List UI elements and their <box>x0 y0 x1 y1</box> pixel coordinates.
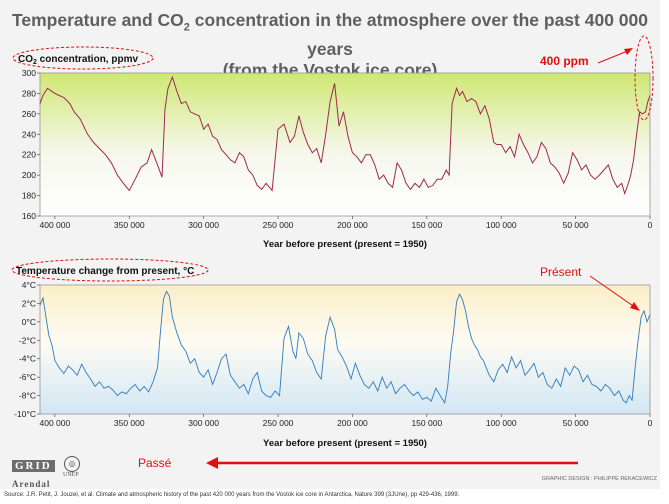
present-label: Présent <box>540 265 582 279</box>
temp-xtick-label: 50 000 <box>563 418 589 428</box>
source-citation: Source: J.R. Petit, J. Jouzel, et al. Cl… <box>0 489 669 501</box>
co2-ytick-label: 180 <box>22 191 36 201</box>
temp-xtick-label: 400 000 <box>40 418 71 428</box>
temp-xtick-label: 200 000 <box>337 418 368 428</box>
logo-grid-text: GRID <box>12 460 55 472</box>
co2-xtick-label: 100 000 <box>486 220 517 230</box>
temp-xtick-label: 100 000 <box>486 418 517 428</box>
title-line1-post: concentration in the atmosphere over the… <box>189 10 648 59</box>
temp-ytick-label: 4°C <box>22 280 36 290</box>
temp-ytick-label: -4°C <box>19 354 36 364</box>
temp-ytick-label: -8°C <box>19 391 36 401</box>
ppm400-arrowhead <box>624 48 633 55</box>
temp-ytick-label: -6°C <box>19 372 36 382</box>
co2-ytick-label: 160 <box>22 211 36 221</box>
co2-ytick-label: 300 <box>22 68 36 78</box>
temp-xtick-label: 250 000 <box>263 418 294 428</box>
past-label: Passé <box>138 456 172 470</box>
co2-series-line <box>39 75 651 196</box>
co2-xtick-label: 200 000 <box>337 220 368 230</box>
temp-xtick-label: 350 000 <box>114 418 145 428</box>
co2-ytick-label: 200 <box>22 170 36 180</box>
ppm400-arrow <box>597 49 631 64</box>
present-co2-ellipse <box>634 35 654 121</box>
temp-label-ellipse <box>11 258 209 282</box>
co2-xtick-label: 400 000 <box>40 220 71 230</box>
co2-ytick-label: 280 <box>22 88 36 98</box>
co2-xtick-label: 250 000 <box>263 220 294 230</box>
co2-label-ellipse <box>12 46 154 70</box>
title-line1-sub: 2 <box>183 21 190 34</box>
temp-panel-title: Temperature change from present, °C <box>16 266 194 277</box>
temp-xlabel: Year before present (present = 1950) <box>263 438 427 449</box>
present-arrowhead <box>630 302 640 311</box>
co2-xtick-label: 50 000 <box>563 220 589 230</box>
co2-xtick-label: 350 000 <box>114 220 145 230</box>
temp-ytick-label: 2°C <box>22 298 36 308</box>
graphic-design-credit: GRAPHIC DESIGN : PHILIPPE REKACEWICZ <box>541 476 657 482</box>
co2-ytick-label: 240 <box>22 129 36 139</box>
co2-panel-title: CO2 concentration, ppmv <box>18 54 138 66</box>
co2-plot-area <box>39 72 651 217</box>
co2-ytick-label: 260 <box>22 109 36 119</box>
logo-arendal-text: Arendal <box>12 479 51 489</box>
temperature-series-line <box>39 290 651 405</box>
temp-ytick-label: -10°C <box>14 409 36 419</box>
temp-ytick-label: 0°C <box>22 317 36 327</box>
temp-plot-area <box>39 284 651 415</box>
temp-xtick-label: 0 <box>648 418 653 428</box>
co2-xtick-label: 150 000 <box>411 220 442 230</box>
title-line1-pre: Temperature and CO <box>12 10 184 30</box>
co2-xtick-label: 300 000 <box>188 220 219 230</box>
grid-arendal-logo: GRID Arendal <box>12 456 55 492</box>
co2-xlabel: Year before present (present = 1950) <box>263 239 427 250</box>
co2-ytick-label: 220 <box>22 150 36 160</box>
co2-xtick-label: 0 <box>648 220 653 230</box>
ppm400-label: 400 ppm <box>540 54 589 68</box>
unep-globe-icon: ◎ <box>64 456 80 472</box>
temp-ytick-label: -2°C <box>19 335 36 345</box>
unep-label: UNEP <box>63 472 79 478</box>
temp-xtick-label: 300 000 <box>188 418 219 428</box>
present-arrow <box>589 275 637 309</box>
past-arrowhead <box>206 457 218 469</box>
temp-xtick-label: 150 000 <box>411 418 442 428</box>
